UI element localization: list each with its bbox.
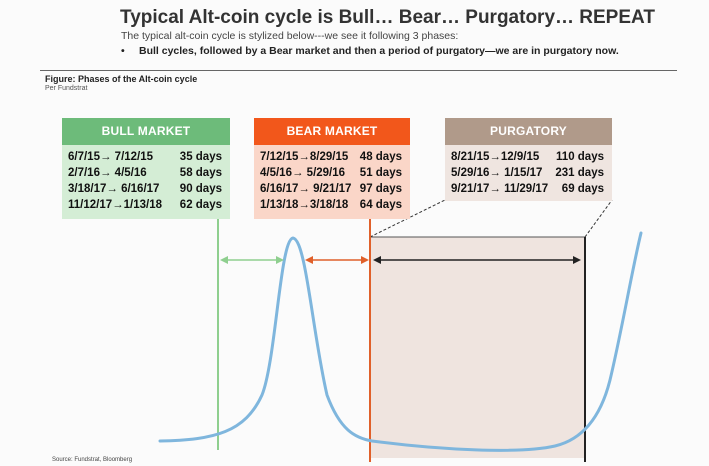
- table-row: 6/7/15→ 7/12/15 35 days: [68, 149, 230, 165]
- duration: 62 days: [179, 199, 222, 211]
- figure-caption: Figure: Phases of the Alt-coin cycle: [45, 74, 198, 84]
- footer-source: Source: Fundstrat, Bloomberg: [52, 457, 133, 463]
- table-row: 7/12/15→8/29/15 48 days: [260, 149, 410, 165]
- duration: 64 days: [359, 199, 402, 211]
- bullet-icon: •: [121, 45, 125, 57]
- bear-market-header: BEAR MARKET: [254, 118, 410, 145]
- bullet-point: • Bull cycles, followed by a Bear market …: [121, 45, 619, 57]
- table-row: 9/21/17→ 11/29/17 69 days: [451, 181, 612, 197]
- altcoin-cycle-curve: [158, 231, 643, 452]
- date-range: 3/18/17→ 6/16/17: [68, 183, 160, 195]
- table-row: 4/5/16→ 5/29/16 51 days: [260, 165, 410, 181]
- date-range: 8/21/15→12/9/15: [451, 151, 540, 163]
- duration: 48 days: [359, 151, 402, 163]
- date-range: 5/29/16→ 1/15/17: [451, 167, 543, 179]
- date-range: 1/13/18→3/18/18: [260, 199, 349, 211]
- table-row: 5/29/16→ 1/15/17 231 days: [451, 165, 612, 181]
- date-range: 9/21/17→ 11/29/17: [451, 183, 549, 195]
- table-row: 11/12/17→1/13/18 62 days: [68, 197, 230, 213]
- bull-market-table: 6/7/15→ 7/12/15 35 days 2/7/16→ 4/5/16 58 …: [62, 145, 230, 219]
- duration: 35 days: [179, 151, 222, 163]
- date-range: 2/7/16→ 4/5/16: [68, 167, 147, 179]
- duration: 110 days: [556, 151, 604, 163]
- figure-source: Per Fundstrat: [45, 85, 88, 92]
- duration: 69 days: [561, 183, 604, 195]
- bear-market-table: 7/12/15→8/29/15 48 days 4/5/16→ 5/29/16 51…: [254, 145, 410, 219]
- header-divider: [40, 70, 677, 71]
- bear-arrow-left-head: [305, 256, 313, 264]
- page-title: Typical Alt-coin cycle is Bull… Bear… Pu…: [120, 7, 655, 28]
- date-range: 6/16/17→ 9/21/17: [260, 183, 352, 195]
- duration: 97 days: [359, 183, 402, 195]
- table-row: 3/18/17→ 6/16/17 90 days: [68, 181, 230, 197]
- purgatory-shaded-region: [370, 237, 585, 458]
- table-row: 1/13/18→3/18/18 64 days: [260, 197, 410, 213]
- purgatory-header: PURGATORY: [445, 118, 612, 145]
- bull-arrow-right-head: [276, 256, 284, 264]
- purgatory-arrow-left-head: [373, 256, 381, 264]
- date-range: 6/7/15→ 7/12/15: [68, 151, 154, 163]
- purgatory-connector-right: [584, 199, 613, 238]
- date-range: 7/12/15→8/29/15: [260, 151, 349, 163]
- bull-arrow-left-head: [220, 256, 228, 264]
- date-range: 11/12/17→1/13/18: [68, 199, 162, 211]
- bull-market-header: BULL MARKET: [62, 118, 230, 145]
- page-subtitle: The typical alt-coin cycle is stylized b…: [121, 30, 459, 42]
- duration: 58 days: [179, 167, 222, 179]
- date-range: 4/5/16→ 5/29/16: [260, 167, 346, 179]
- duration: 90 days: [179, 183, 222, 195]
- bullet-text: Bull cycles, followed by a Bear market a…: [139, 45, 619, 57]
- purgatory-table: 8/21/15→12/9/15 110 days 5/29/16→ 1/15/17…: [445, 145, 612, 201]
- duration: 231 days: [555, 167, 604, 179]
- table-row: 2/7/16→ 4/5/16 58 days: [68, 165, 230, 181]
- bear-arrow-right-head: [361, 256, 369, 264]
- duration: 51 days: [359, 167, 402, 179]
- table-row: 6/16/17→ 9/21/17 97 days: [260, 181, 410, 197]
- purgatory-arrow-right-head: [573, 256, 581, 264]
- table-row: 8/21/15→12/9/15 110 days: [451, 149, 612, 165]
